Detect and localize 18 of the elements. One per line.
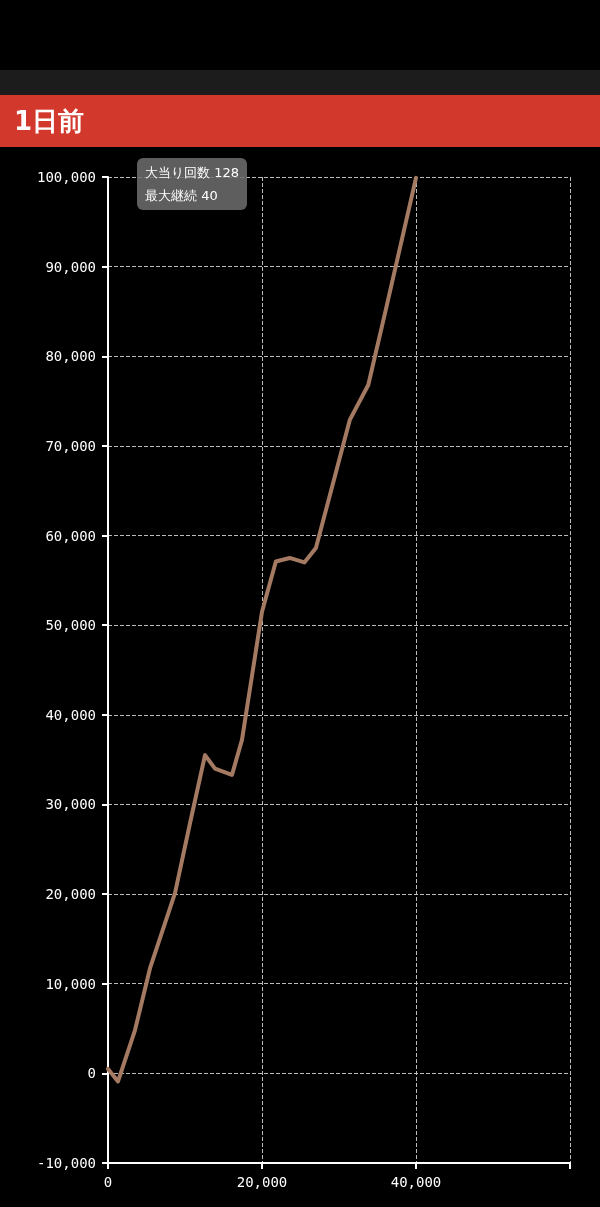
y-tick-label: 90,000 [45, 258, 96, 275]
y-tick-label: 30,000 [45, 796, 96, 813]
y-tick-label: 0 [87, 1065, 96, 1082]
annotation: 大当り回数 128 [145, 164, 239, 182]
y-tick-label: 60,000 [45, 527, 96, 544]
x-tick-label: 20,000 [236, 1174, 288, 1190]
y-tick-label: 70,000 [45, 437, 96, 454]
chart-title: 1日前 [0, 95, 600, 147]
y-tick-label: 40,000 [45, 706, 96, 723]
annotation: 最大継続 40 [145, 187, 219, 205]
y-tick-label: 10,000 [45, 975, 96, 992]
y-tick-label: 20,000 [45, 886, 96, 903]
y-tick-label: 80,000 [45, 348, 96, 365]
y-tick-label: -10,000 [36, 1155, 96, 1171]
x-tick-label: 40,000 [390, 1174, 442, 1190]
x-tick-label: 0 [103, 1174, 113, 1190]
y-tick-label: 100,000 [36, 169, 96, 185]
y-tick-label: 50,000 [45, 617, 96, 634]
